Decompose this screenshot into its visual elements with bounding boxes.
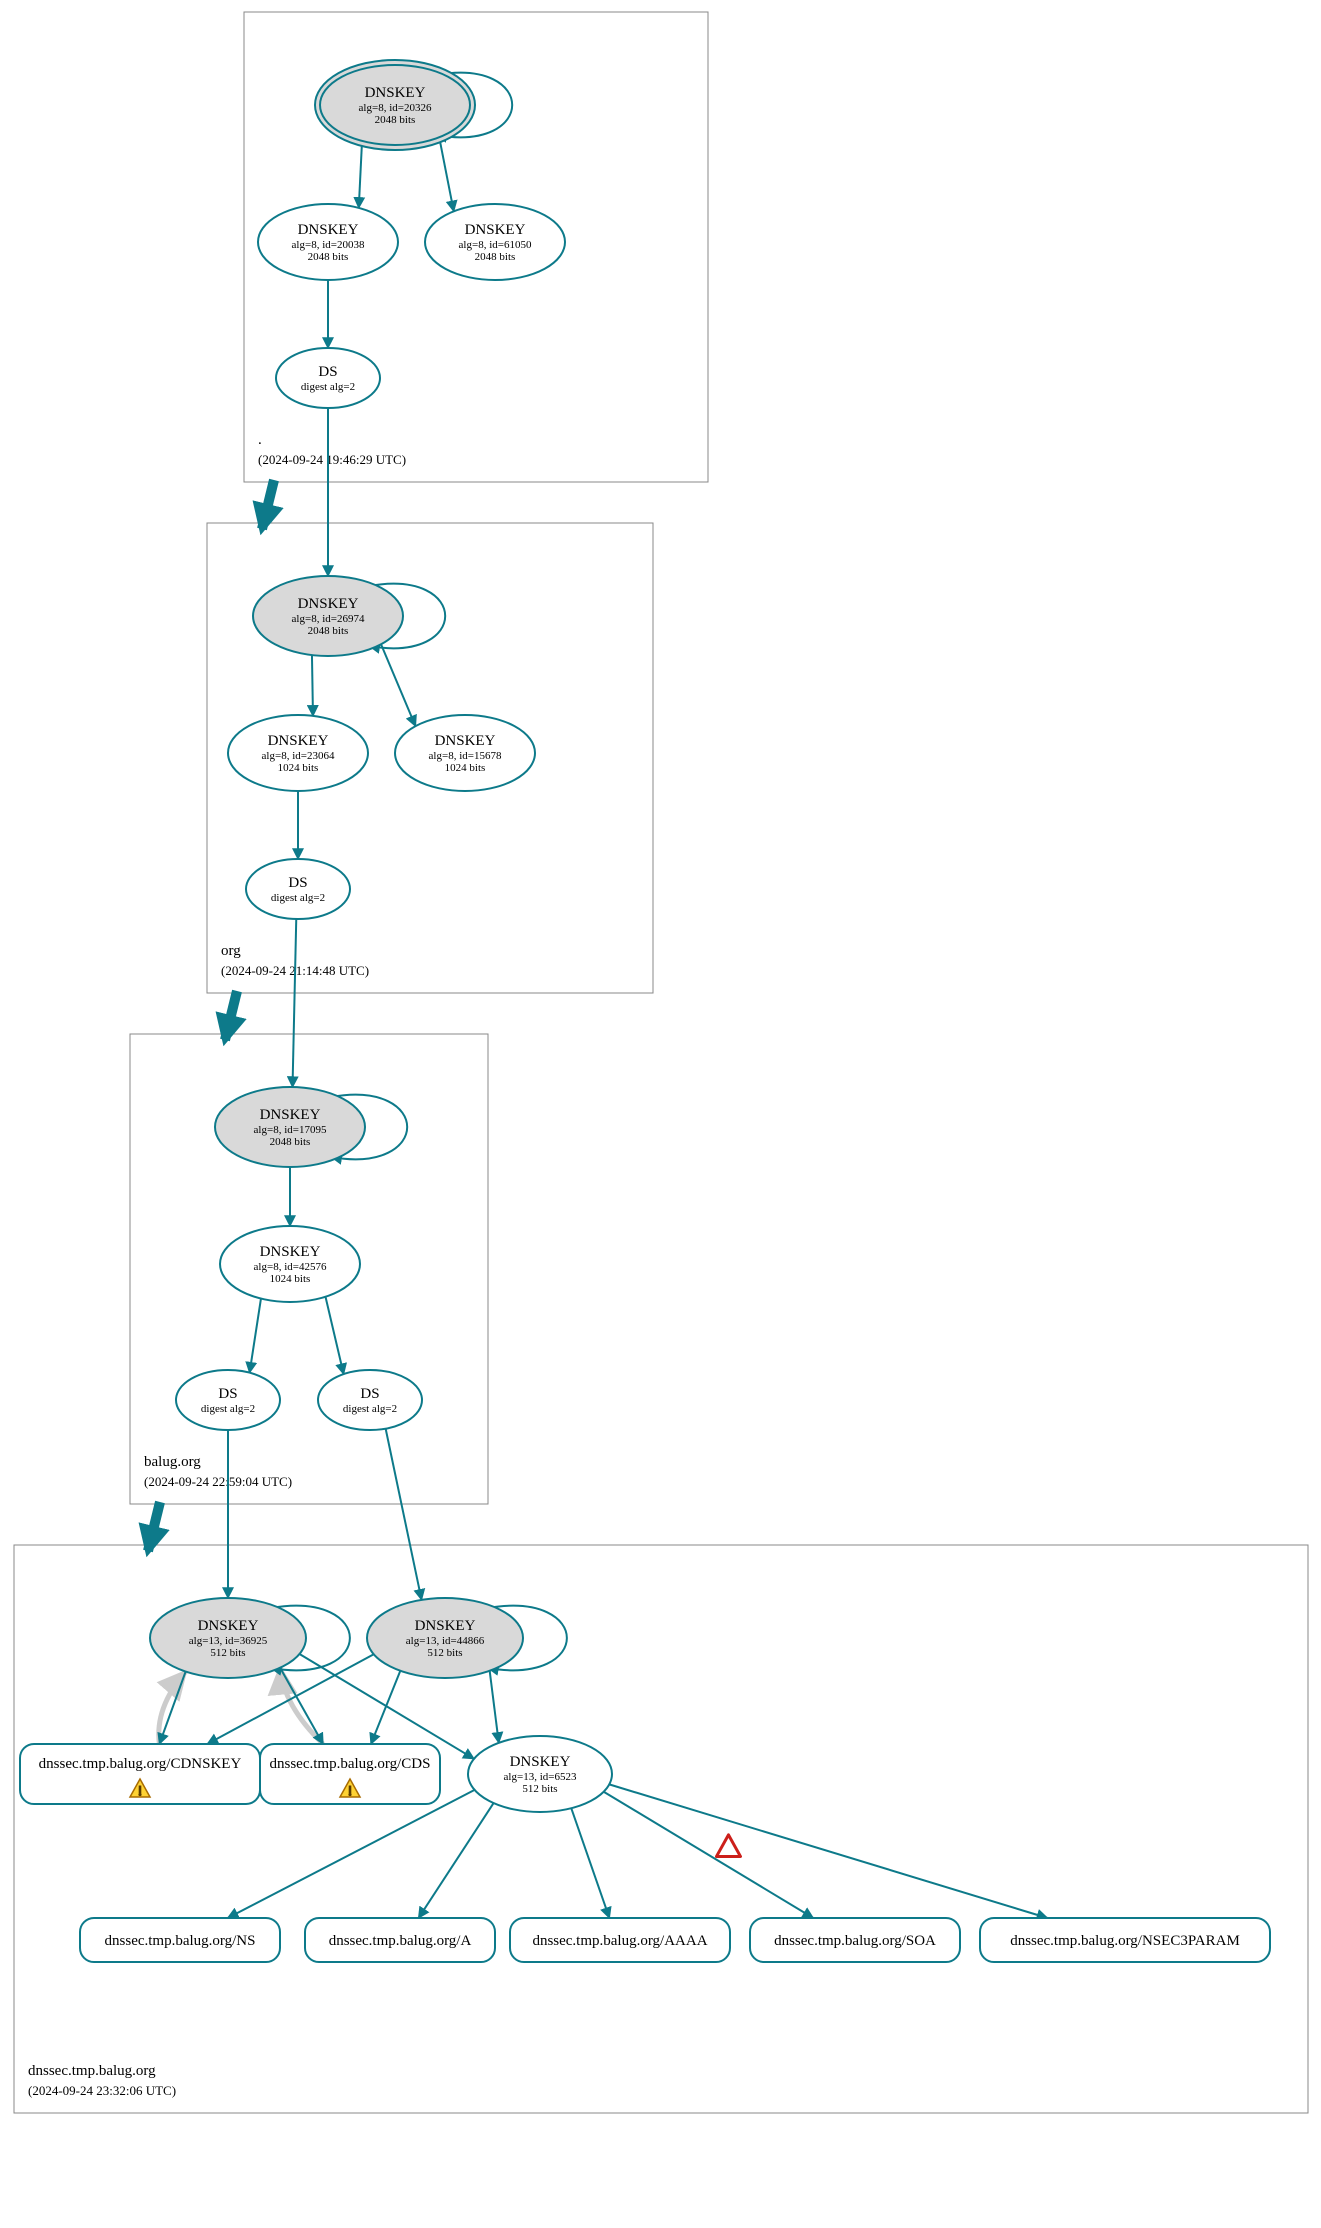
node-text-balug_ksk-1: alg=8, id=17095 — [254, 1124, 327, 1136]
edge-dnssec_zsk-rr_a — [419, 1803, 494, 1918]
node-text-balug_ds2-1: digest alg=2 — [343, 1403, 397, 1415]
node-org_ksk: DNSKEYalg=8, id=269742048 bits — [253, 576, 403, 656]
edge-root_ksk-root_zsk1 — [359, 141, 362, 208]
node-org_ds: DSdigest alg=2 — [246, 859, 350, 919]
rr-label-rr_a: dnssec.tmp.balug.org/A — [329, 1933, 472, 1949]
rr-rr_a: dnssec.tmp.balug.org/A — [305, 1918, 495, 1962]
edge-dnssec_zsk-rr_aaaa — [571, 1808, 609, 1918]
node-text-root_ds-0: DS — [318, 364, 337, 380]
node-text-org_zsk1-0: DNSKEY — [268, 733, 329, 749]
node-text-org_zsk2-0: DNSKEY — [435, 733, 496, 749]
zone-arrow-balug-dnssec — [148, 1502, 160, 1551]
node-text-dnssec_zsk-2: 512 bits — [522, 1783, 557, 1795]
node-org_zsk2: DNSKEYalg=8, id=156781024 bits — [395, 715, 535, 791]
node-text-root_ksk-0: DNSKEY — [365, 85, 426, 101]
node-text-dnssec_zsk-0: DNSKEY — [510, 1754, 571, 1770]
node-root_zsk2: DNSKEYalg=8, id=610502048 bits — [425, 204, 565, 280]
rr-rr_cdnskey: dnssec.tmp.balug.org/CDNSKEY — [20, 1744, 260, 1804]
rr-label-rr_ns: dnssec.tmp.balug.org/NS — [105, 1933, 256, 1949]
node-text-root_zsk1-2: 2048 bits — [308, 251, 349, 263]
node-balug_ds1: DSdigest alg=2 — [176, 1370, 280, 1430]
zone-time-balug: (2024-09-24 22:59:04 UTC) — [144, 1474, 292, 1489]
node-text-root_zsk1-1: alg=8, id=20038 — [292, 239, 365, 251]
edge-balug_zsk-balug_ds1 — [250, 1299, 261, 1373]
node-root_ds: DSdigest alg=2 — [276, 348, 380, 408]
zone-label-org: org — [221, 943, 241, 959]
edge-dnssec_ksk2-dnssec_zsk — [490, 1671, 499, 1743]
node-text-root_ksk-1: alg=8, id=20326 — [359, 102, 432, 114]
edge-org_ksk-org_zsk2 — [381, 644, 415, 726]
node-text-root_ksk-2: 2048 bits — [375, 114, 416, 126]
zone-label-root: . — [258, 432, 262, 448]
node-text-org_zsk2-2: 1024 bits — [445, 762, 486, 774]
dnssec-chain-diagram: . (2024-09-24 19:46:29 UTC) org (2024-09-24… — [0, 0, 1321, 2228]
node-root_zsk1: DNSKEYalg=8, id=200382048 bits — [258, 204, 398, 280]
node-org_zsk1: DNSKEYalg=8, id=230641024 bits — [228, 715, 368, 791]
node-balug_ds2: DSdigest alg=2 — [318, 1370, 422, 1430]
node-balug_ksk: DNSKEYalg=8, id=170952048 bits — [215, 1087, 365, 1167]
rr-rr_aaaa: dnssec.tmp.balug.org/AAAA — [510, 1918, 730, 1962]
node-text-dnssec_ksk2-0: DNSKEY — [415, 1618, 476, 1634]
edge-dnssec_ksk1-rr_cds — [280, 1668, 323, 1744]
rr-rr_nsec3: dnssec.tmp.balug.org/NSEC3PARAM — [980, 1918, 1270, 1962]
rr-label-rr_aaaa: dnssec.tmp.balug.org/AAAA — [532, 1933, 707, 1949]
zone-label-dnssec: dnssec.tmp.balug.org — [28, 2063, 156, 2079]
node-text-org_zsk1-1: alg=8, id=23064 — [262, 750, 335, 762]
node-text-dnssec_ksk2-1: alg=13, id=44866 — [406, 1635, 485, 1647]
edge-dnssec_zsk-rr_nsec3 — [609, 1784, 1047, 1918]
node-balug_zsk: DNSKEYalg=8, id=425761024 bits — [220, 1226, 360, 1302]
node-text-balug_zsk-0: DNSKEY — [260, 1244, 321, 1260]
rr-label-rr_nsec3: dnssec.tmp.balug.org/NSEC3PARAM — [1010, 1933, 1240, 1949]
zone-arrow-org-balug — [225, 991, 237, 1040]
rr-label-rr_soa: dnssec.tmp.balug.org/SOA — [774, 1933, 936, 1949]
node-text-dnssec_zsk-1: alg=13, id=6523 — [504, 1771, 577, 1783]
node-text-dnssec_ksk1-2: 512 bits — [210, 1647, 245, 1659]
node-text-root_zsk2-1: alg=8, id=61050 — [459, 239, 532, 251]
node-root_ksk: DNSKEYalg=8, id=203262048 bits — [315, 60, 475, 150]
node-text-root_zsk1-0: DNSKEY — [298, 222, 359, 238]
node-text-balug_zsk-1: alg=8, id=42576 — [254, 1261, 327, 1273]
zone-label-balug: balug.org — [144, 1454, 201, 1470]
node-text-root_zsk2-2: 2048 bits — [475, 251, 516, 263]
node-dnssec_zsk: DNSKEYalg=13, id=6523512 bits — [468, 1736, 612, 1812]
edge-dnssec_zsk-rr_ns — [228, 1790, 475, 1918]
rr-rr_soa: dnssec.tmp.balug.org/SOA — [750, 1918, 960, 1962]
rr-rr_cds: dnssec.tmp.balug.org/CDS — [260, 1744, 440, 1804]
node-text-balug_ds2-0: DS — [360, 1386, 379, 1402]
zone-time-dnssec: (2024-09-24 23:32:06 UTC) — [28, 2083, 176, 2098]
node-text-org_ds-0: DS — [288, 875, 307, 891]
edge-dnssec_ksk2-rr_cds — [371, 1671, 400, 1744]
node-text-org_ksk-1: alg=8, id=26974 — [292, 613, 365, 625]
node-text-dnssec_ksk1-0: DNSKEY — [198, 1618, 259, 1634]
node-text-dnssec_ksk2-2: 512 bits — [427, 1647, 462, 1659]
node-text-root_ds-1: digest alg=2 — [301, 381, 355, 393]
node-text-balug_ksk-2: 2048 bits — [270, 1136, 311, 1148]
edge-org_ksk-org_zsk1 — [312, 655, 313, 716]
edge-root_ksk-root_zsk2 — [439, 137, 454, 211]
node-dnssec_ksk1: DNSKEYalg=13, id=36925512 bits — [150, 1598, 306, 1678]
rr-label-rr_cdnskey: dnssec.tmp.balug.org/CDNSKEY — [39, 1756, 242, 1772]
node-text-org_ds-1: digest alg=2 — [271, 892, 325, 904]
node-text-org_zsk1-2: 1024 bits — [278, 762, 319, 774]
node-text-org_zsk2-1: alg=8, id=15678 — [429, 750, 502, 762]
rr-label-rr_cds: dnssec.tmp.balug.org/CDS — [270, 1756, 431, 1772]
node-text-org_ksk-2: 2048 bits — [308, 625, 349, 637]
node-text-balug_ds1-1: digest alg=2 — [201, 1403, 255, 1415]
edge-balug_ds2-dnssec_ksk2 — [386, 1429, 422, 1600]
zone-arrow-root-org — [262, 480, 274, 529]
node-dnssec_ksk2: DNSKEYalg=13, id=44866512 bits — [367, 1598, 523, 1678]
rr-rr_ns: dnssec.tmp.balug.org/NS — [80, 1918, 280, 1962]
node-text-root_zsk2-0: DNSKEY — [465, 222, 526, 238]
node-text-balug_ksk-0: DNSKEY — [260, 1107, 321, 1123]
nodes: DNSKEYalg=8, id=203262048 bitsDNSKEYalg=… — [20, 60, 1270, 1962]
zone-time-root: (2024-09-24 19:46:29 UTC) — [258, 452, 406, 467]
node-text-org_ksk-0: DNSKEY — [298, 596, 359, 612]
node-text-balug_ds1-0: DS — [218, 1386, 237, 1402]
node-text-balug_zsk-2: 1024 bits — [270, 1273, 311, 1285]
node-text-dnssec_ksk1-1: alg=13, id=36925 — [189, 1635, 268, 1647]
edge-err-rr_soa — [716, 1835, 740, 1857]
edge-balug_zsk-balug_ds2 — [325, 1297, 343, 1374]
edge-dnssec_zsk-rr_soa — [604, 1792, 814, 1918]
edge-org_ds-balug_ksk — [293, 919, 297, 1087]
